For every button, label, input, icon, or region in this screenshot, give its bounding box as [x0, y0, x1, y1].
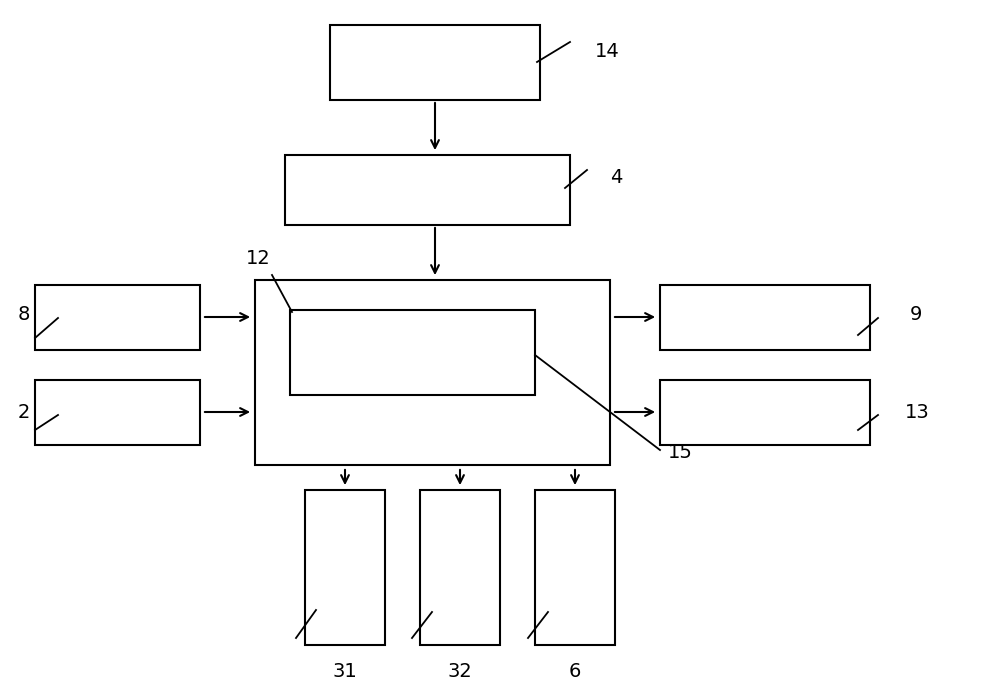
Text: 9: 9	[910, 305, 922, 324]
Bar	[420, 490, 500, 645]
Bar	[330, 25, 540, 100]
Bar	[305, 490, 385, 645]
Text: 6: 6	[569, 662, 581, 680]
Text: 14: 14	[595, 42, 620, 61]
Bar	[660, 380, 870, 445]
Bar	[35, 285, 200, 350]
Text: 8: 8	[18, 305, 30, 324]
Bar	[660, 285, 870, 350]
Bar	[255, 280, 610, 465]
Text: 32: 32	[448, 662, 472, 680]
Text: 4: 4	[610, 168, 622, 187]
Text: 31: 31	[333, 662, 357, 680]
Bar	[285, 155, 570, 225]
Text: 13: 13	[905, 403, 930, 422]
Text: 2: 2	[18, 403, 30, 422]
Text: 12: 12	[246, 249, 270, 268]
Bar	[290, 310, 535, 395]
Text: 15: 15	[668, 443, 693, 462]
Bar	[35, 380, 200, 445]
Bar	[535, 490, 615, 645]
